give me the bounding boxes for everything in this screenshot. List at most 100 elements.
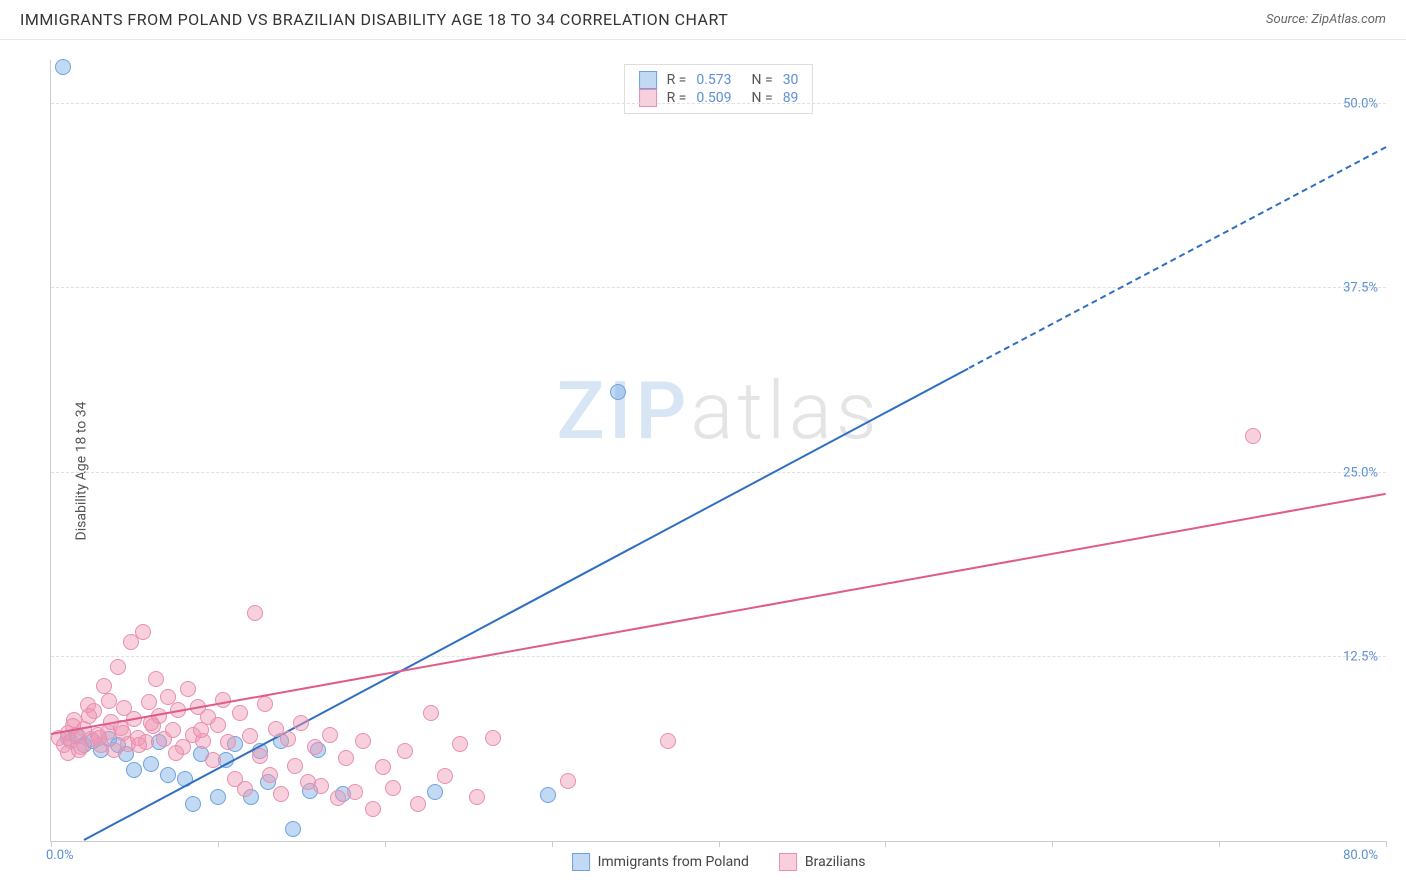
watermark-part1: ZIP xyxy=(557,364,691,458)
x-tick xyxy=(51,841,52,847)
scatter-point-brazilians xyxy=(1245,428,1261,444)
scatter-point-poland xyxy=(540,787,556,803)
scatter-point-brazilians xyxy=(180,681,196,697)
scatter-point-poland xyxy=(610,384,626,400)
gridline-h xyxy=(51,656,1386,657)
legend-label-poland: Immigrants from Poland xyxy=(598,854,749,870)
scatter-point-poland xyxy=(185,796,201,812)
scatter-point-brazilians xyxy=(560,773,576,789)
series-legend: Immigrants from Poland Brazilians xyxy=(572,853,866,871)
watermark-part2: atlas xyxy=(690,364,880,458)
legend-swatch-poland xyxy=(572,853,590,871)
scatter-point-brazilians xyxy=(313,778,329,794)
scatter-point-poland xyxy=(55,59,71,75)
scatter-point-brazilians xyxy=(237,781,253,797)
x-tick xyxy=(552,841,553,847)
scatter-point-brazilians xyxy=(247,605,263,621)
chart-header: IMMIGRANTS FROM POLAND VS BRAZILIAN DISA… xyxy=(0,0,1406,40)
scatter-point-brazilians xyxy=(91,730,107,746)
x-tick xyxy=(1052,841,1053,847)
scatter-point-brazilians xyxy=(437,768,453,784)
scatter-point-brazilians xyxy=(115,725,131,741)
scatter-point-brazilians xyxy=(205,752,221,768)
scatter-point-brazilians xyxy=(193,722,209,738)
x-axis-end-label: 80.0% xyxy=(1343,848,1378,863)
y-tick-label: 37.5% xyxy=(1343,281,1378,296)
y-tick-label: 25.0% xyxy=(1343,465,1378,480)
legend-item-brazilians: Brazilians xyxy=(779,853,866,871)
r-label: R = xyxy=(667,72,687,88)
scatter-point-brazilians xyxy=(168,745,184,761)
trend-line-poland xyxy=(84,368,969,841)
scatter-point-brazilians xyxy=(338,750,354,766)
correlation-row-brazilians: R =0.509N =89 xyxy=(639,89,799,107)
correlation-row-poland: R =0.573N =30 xyxy=(639,71,799,89)
scatter-point-brazilians xyxy=(330,790,346,806)
x-tick xyxy=(385,841,386,847)
scatter-point-brazilians xyxy=(252,748,268,764)
scatter-point-brazilians xyxy=(215,692,231,708)
gridline-h xyxy=(51,103,1386,104)
legend-swatch-brazilians xyxy=(779,853,797,871)
scatter-point-brazilians xyxy=(485,730,501,746)
r-value-poland: 0.573 xyxy=(696,72,731,88)
scatter-point-brazilians xyxy=(131,737,147,753)
scatter-point-brazilians xyxy=(452,736,468,752)
correlation-legend: R =0.573N =30R =0.509N =89 xyxy=(624,64,814,114)
scatter-point-brazilians xyxy=(242,728,258,744)
scatter-point-brazilians xyxy=(280,731,296,747)
scatter-point-brazilians xyxy=(110,659,126,675)
scatter-point-brazilians xyxy=(375,759,391,775)
scatter-point-brazilians xyxy=(232,705,248,721)
scatter-point-brazilians xyxy=(287,758,303,774)
scatter-point-brazilians xyxy=(210,717,226,733)
y-tick-label: 12.5% xyxy=(1343,649,1378,664)
scatter-point-poland xyxy=(427,784,443,800)
scatter-point-brazilians xyxy=(347,784,363,800)
scatter-point-poland xyxy=(285,821,301,837)
scatter-point-brazilians xyxy=(469,789,485,805)
gridline-h xyxy=(51,287,1386,288)
n-label: N = xyxy=(752,72,773,88)
scatter-point-brazilians xyxy=(101,693,117,709)
scatter-point-brazilians xyxy=(71,742,87,758)
trend-line-poland-dashed xyxy=(968,147,1386,370)
scatter-point-brazilians xyxy=(365,801,381,817)
gridline-h xyxy=(51,472,1386,473)
scatter-point-poland xyxy=(126,762,142,778)
source-attribution: Source: ZipAtlas.com xyxy=(1266,12,1386,27)
scatter-point-brazilians xyxy=(220,734,236,750)
x-tick xyxy=(885,841,886,847)
scatter-point-brazilians xyxy=(322,727,338,743)
scatter-point-brazilians xyxy=(262,767,278,783)
x-tick xyxy=(1219,841,1220,847)
scatter-point-brazilians xyxy=(96,678,112,694)
scatter-point-brazilians xyxy=(307,739,323,755)
scatter-point-brazilians xyxy=(135,624,151,640)
scatter-point-brazilians xyxy=(257,696,273,712)
y-tick-label: 50.0% xyxy=(1343,97,1378,112)
legend-label-brazilians: Brazilians xyxy=(805,854,866,870)
legend-swatch-brazilians xyxy=(639,89,657,107)
legend-item-poland: Immigrants from Poland xyxy=(572,853,749,871)
scatter-point-poland xyxy=(143,756,159,772)
scatter-point-poland xyxy=(160,767,176,783)
scatter-point-brazilians xyxy=(423,705,439,721)
scatter-point-brazilians xyxy=(273,786,289,802)
plot-region: ZIPatlas R =0.573N =30R =0.509N =89 0.0%… xyxy=(50,60,1386,842)
scatter-point-brazilians xyxy=(81,708,97,724)
scatter-point-brazilians xyxy=(355,733,371,749)
scatter-point-brazilians xyxy=(148,671,164,687)
x-tick xyxy=(1386,841,1387,847)
scatter-point-brazilians xyxy=(385,780,401,796)
scatter-point-brazilians xyxy=(660,733,676,749)
x-tick xyxy=(719,841,720,847)
chart-area: Disability Age 18 to 34 ZIPatlas R =0.57… xyxy=(0,50,1406,892)
legend-swatch-poland xyxy=(639,71,657,89)
scatter-point-brazilians xyxy=(165,722,181,738)
scatter-point-brazilians xyxy=(397,743,413,759)
scatter-point-poland xyxy=(210,789,226,805)
scatter-point-brazilians xyxy=(410,796,426,812)
chart-title: IMMIGRANTS FROM POLAND VS BRAZILIAN DISA… xyxy=(20,10,728,29)
x-tick xyxy=(218,841,219,847)
